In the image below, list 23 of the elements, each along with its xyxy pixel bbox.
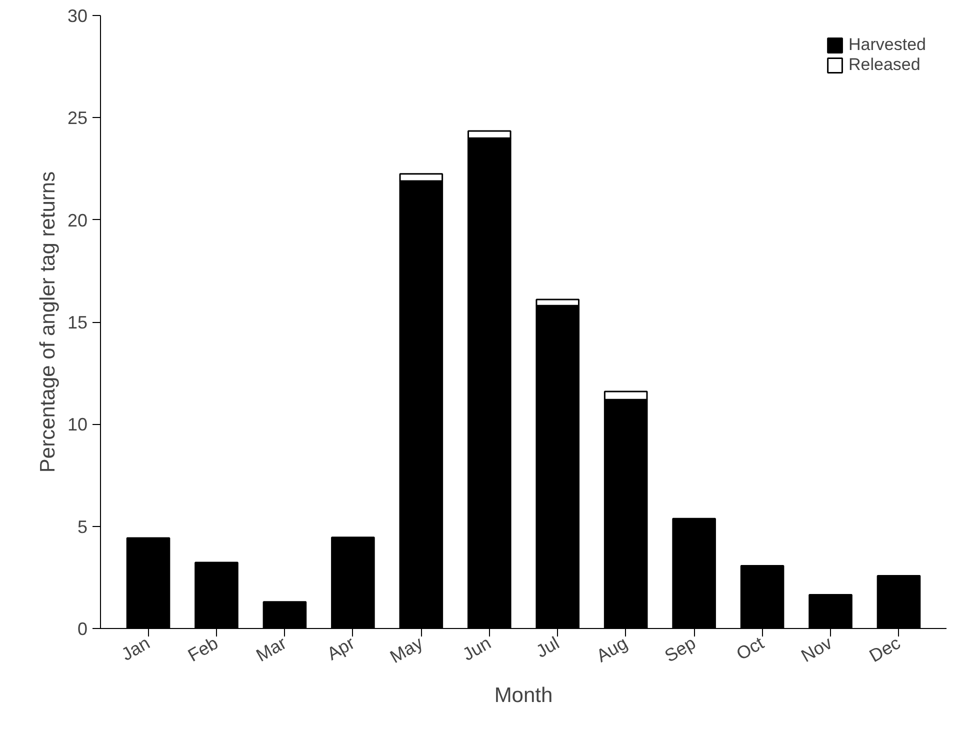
y-tick-label: 25 — [67, 108, 88, 128]
x-tick-label: Jan — [118, 632, 154, 665]
x-tick-label: Feb — [184, 632, 222, 666]
x-tick-label: May — [386, 632, 426, 668]
x-tick-label: Jul — [532, 632, 563, 662]
x-tick-label: Oct — [733, 632, 768, 664]
x-tick-label: Aug — [593, 632, 631, 666]
y-tick-label: 30 — [67, 6, 88, 26]
legend-label: Harvested — [848, 35, 926, 55]
legend-label: Released — [848, 55, 920, 75]
y-axis-title: Percentage of angler tag returns — [36, 171, 60, 473]
y-tick-label: 10 — [67, 414, 88, 435]
x-tick-label: Nov — [798, 632, 836, 666]
x-tick-label: Jun — [459, 632, 494, 665]
y-tick-label: 20 — [67, 210, 88, 230]
y-tick-label: 0 — [77, 619, 88, 639]
y-tick-label: 5 — [77, 516, 88, 537]
y-tick-label: 15 — [67, 312, 88, 332]
x-axis-title: Month — [494, 684, 553, 707]
x-tick-label: Dec — [866, 632, 904, 666]
x-tick-label: Apr — [324, 632, 358, 664]
x-tick-label: Sep — [661, 632, 700, 666]
x-tick-label: Mar — [252, 632, 290, 666]
